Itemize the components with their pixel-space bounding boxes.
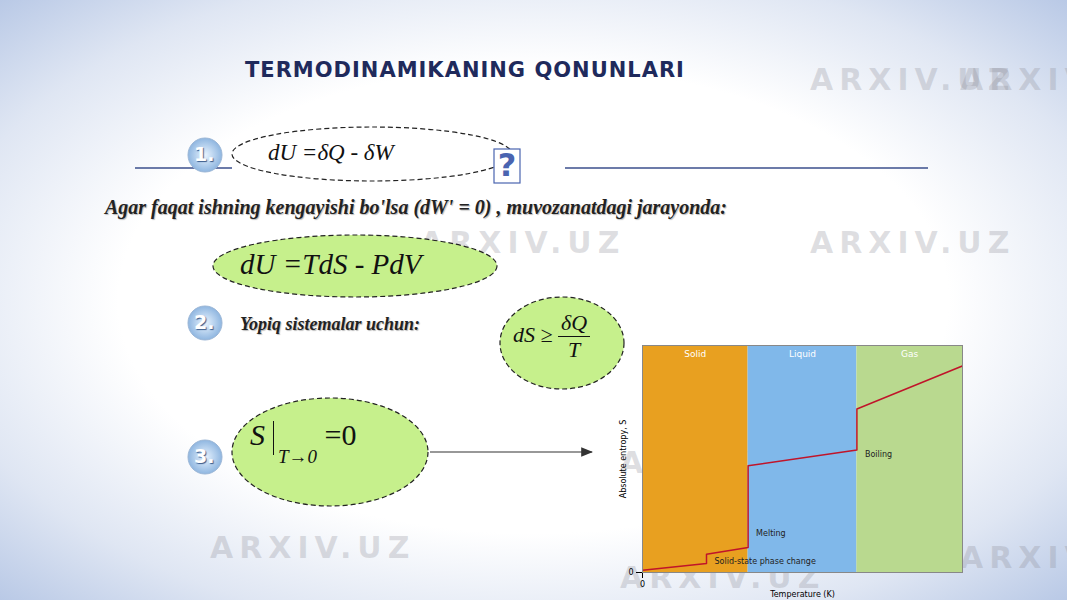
svg-text:Boiling: Boiling: [865, 450, 892, 459]
svg-text:Liquid: Liquid: [789, 349, 816, 359]
svg-text:Melting: Melting: [756, 529, 786, 538]
svg-text:Solid: Solid: [684, 349, 706, 359]
svg-text:Absolute entropy, S: Absolute entropy, S: [619, 420, 628, 499]
svg-text:0: 0: [628, 568, 633, 577]
svg-text:Solid-state phase change: Solid-state phase change: [715, 557, 816, 566]
svg-text:0: 0: [640, 580, 645, 589]
svg-text:Gas: Gas: [901, 349, 918, 359]
svg-text:Temperature (K): Temperature (K): [769, 590, 835, 599]
